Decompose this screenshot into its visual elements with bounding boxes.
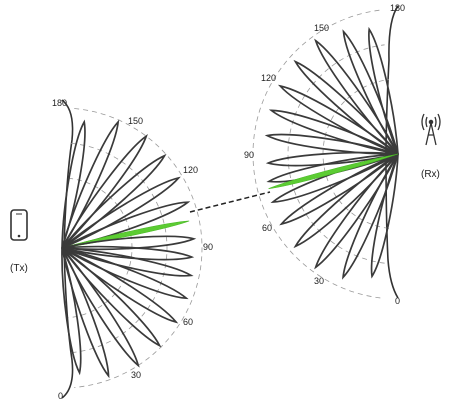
- tx-beam-lobe-10: [61, 247, 194, 277]
- rx-beam-lobe-2: [342, 153, 399, 280]
- tx-beam-lobe-1: [61, 119, 86, 249]
- tx-beam-lobe-8: [61, 235, 197, 251]
- tx-angle-label-150: 150: [128, 116, 143, 126]
- tx-angle-label-180: 180: [52, 98, 67, 108]
- rx-beam-lobe-14: [342, 29, 399, 155]
- tx-array: 180 150 120 90 60 30 0: [52, 98, 213, 401]
- tx-angle-label-0: 0: [58, 391, 63, 401]
- rx-angle-label-120: 120: [261, 73, 276, 83]
- rx-active-beam: [268, 153, 399, 189]
- tx-guide-arc-2: [71, 143, 168, 353]
- tx-beam-lobe-2: [61, 119, 120, 249]
- rx-angle-label-60: 60: [262, 223, 272, 233]
- rx-angle-label-30: 30: [314, 276, 324, 286]
- tx-beam-lobe-12: [61, 247, 179, 324]
- tx-label: (Tx): [10, 263, 28, 274]
- antenna-tower-icon: [421, 113, 441, 146]
- rx-beam-lobes: [264, 26, 399, 280]
- tx-beam-lobe-16: [61, 247, 82, 376]
- rx-guide-arc-3: [252, 9, 381, 299]
- rx-beam-lobe-3: [314, 153, 399, 270]
- rx-beam-lobe-15: [368, 26, 399, 155]
- rx-angle-label-150: 150: [314, 23, 329, 33]
- tx-beam-lobe-13: [61, 247, 162, 348]
- tx-guide-arc-3: [74, 108, 203, 388]
- rx-guide-arc-2: [287, 44, 385, 264]
- beam-link: [189, 191, 271, 213]
- tx-beam-lobe-14: [61, 247, 140, 368]
- rx-angle-label-180: 180: [390, 3, 405, 13]
- rx-beam-lobe-13: [314, 38, 399, 155]
- smartphone-icon: [10, 209, 28, 241]
- tx-angle-label-120: 120: [183, 165, 198, 175]
- rx-array: 180 150 120 90 60 30 0: [244, 3, 405, 306]
- rx-beam-lobe-11: [277, 84, 399, 155]
- tx-angle-label-30: 30: [131, 370, 141, 380]
- rx-angle-label-90: 90: [244, 150, 254, 160]
- tx-beam-lobes: [61, 119, 197, 379]
- tx-beam-lobe-9: [61, 245, 195, 261]
- rx-angle-label-0: 0: [395, 296, 400, 306]
- rx-label: (Rx): [421, 169, 440, 180]
- rx-beam-lobe-12: [293, 59, 399, 155]
- tx-angle-label-60: 60: [183, 317, 193, 327]
- tx-angle-label-90: 90: [203, 242, 213, 252]
